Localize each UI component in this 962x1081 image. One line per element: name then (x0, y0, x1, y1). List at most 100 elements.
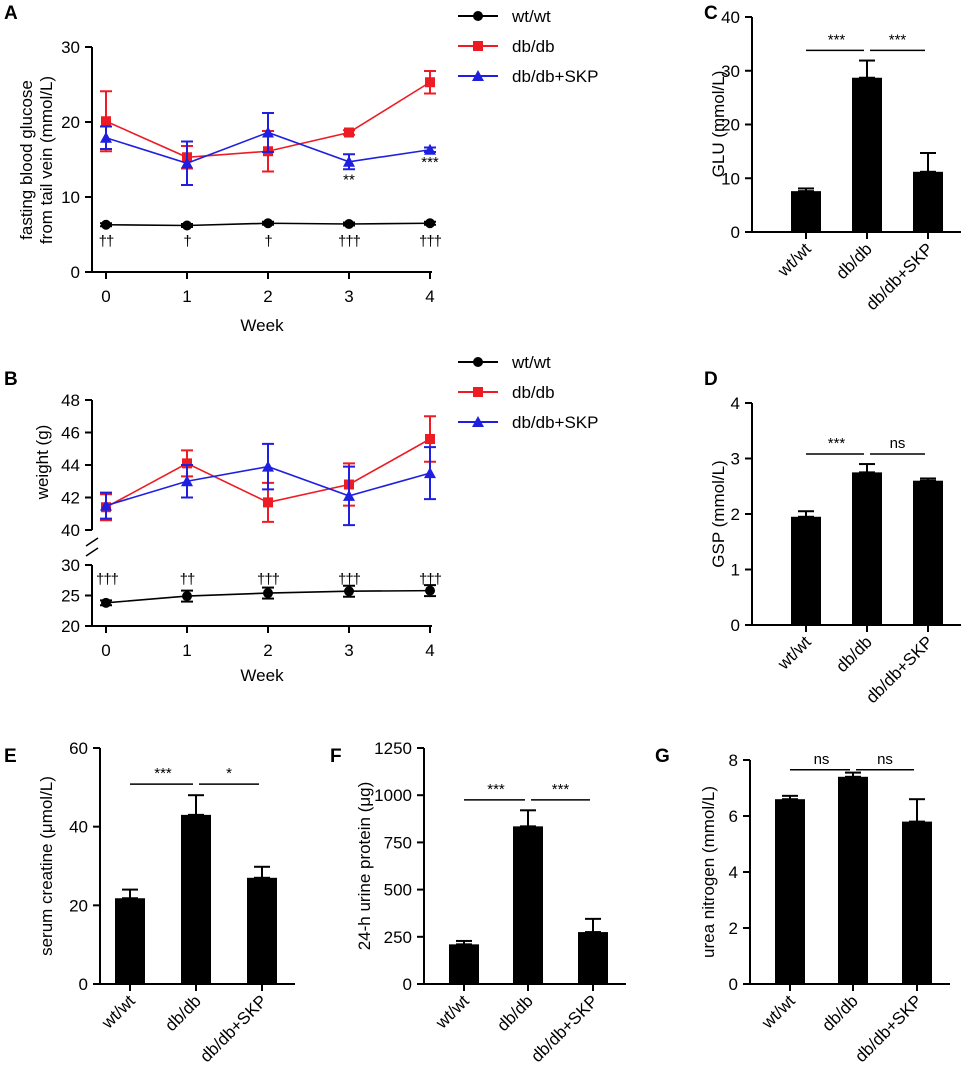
legend-label: wt/wt (511, 353, 551, 372)
data-point (182, 220, 192, 231)
dagger-label: ††† (419, 571, 442, 588)
axis-break-mark (85, 537, 99, 547)
x-axis-title: Week (240, 316, 284, 335)
x-tick-label: wt/wt (431, 991, 473, 1033)
legend-item: db/db+SKP (458, 67, 599, 86)
data-point (263, 588, 273, 599)
data-point (262, 126, 274, 138)
data-point (425, 434, 435, 444)
x-tick-label: 2 (263, 287, 272, 306)
bar-wt-wt (791, 516, 821, 625)
data-point (100, 131, 112, 143)
comparison-label: *** (828, 31, 846, 48)
y-tick-label: 20 (721, 116, 740, 135)
legend-marker-triangle (472, 416, 484, 427)
y-tick-label: 0 (729, 975, 738, 994)
chart-a-legend: wt/wt db/db db/db+SKP (458, 7, 599, 86)
y-tick-label: 3 (731, 450, 740, 469)
y-tick-label: 4 (731, 394, 740, 413)
x-tick-label: 1 (182, 287, 191, 306)
data-point (262, 460, 274, 472)
dagger-label: †† (180, 571, 195, 588)
data-point (344, 127, 354, 138)
y-tick-label: 25 (61, 587, 80, 606)
data-point (101, 219, 111, 230)
legend-label: db/db+SKP (512, 413, 599, 432)
x-tick-label: 1 (182, 641, 191, 660)
y-axis-title: GSP (mmol/L) (709, 460, 728, 567)
y-tick-label: 30 (61, 38, 80, 57)
y-tick-label: 250 (384, 928, 412, 947)
error-bar (909, 798, 925, 823)
error-bar (798, 187, 814, 193)
y-tick-label: 1 (731, 561, 740, 580)
comparison-label: *** (889, 31, 907, 48)
bar-wt-wt (449, 944, 479, 984)
legend-label: db/db (512, 37, 555, 56)
panel-letter-g: G (655, 746, 670, 767)
legend-item: db/db (458, 383, 555, 402)
x-tick-label: 0 (101, 287, 110, 306)
y-tick-label: 30 (721, 62, 740, 81)
y-tick-label: 20 (69, 896, 88, 915)
panel-letter-c: C (704, 3, 718, 24)
error-bar (520, 809, 536, 828)
data-point (425, 218, 435, 229)
data-point (343, 155, 355, 167)
bar-db-db (852, 77, 882, 232)
legend-label: db/db (512, 383, 555, 402)
y-tick-label: 46 (61, 424, 80, 443)
x-tick-label: 3 (344, 641, 353, 660)
y-axis-title: fasting blood glucose from tail vein (mmo… (17, 76, 56, 244)
dagger-label: † (264, 233, 272, 250)
axis-break-mark (85, 547, 99, 557)
x-tick-label: wt/wt (97, 991, 139, 1033)
y-tick-label: 44 (61, 456, 80, 475)
bar-wt-wt (791, 191, 821, 232)
error-bar (782, 794, 798, 801)
data-point (101, 116, 111, 127)
y-tick-label: 0 (731, 616, 740, 635)
data-point (182, 458, 192, 469)
legend-item: wt/wt (458, 353, 551, 372)
dagger-label: ††† (338, 233, 361, 250)
panel-letter-b: B (4, 369, 18, 390)
bar-db-db (181, 814, 211, 984)
y-axis-title: 24-h urine protein (μg) (355, 782, 374, 951)
y-tick-label: 0 (731, 223, 740, 242)
y-tick-label: 30 (61, 556, 80, 575)
data-point (100, 499, 112, 511)
bar-db-db-skp (913, 171, 943, 232)
y-axis-title-line-2: from tail vein (mmol/L) (37, 76, 56, 244)
y-tick-label: 0 (79, 975, 88, 994)
x-tick-label: 4 (425, 641, 434, 660)
error-bar (798, 510, 814, 518)
x-tick-label: db/db+SKP (196, 991, 271, 1066)
data-point (424, 467, 436, 479)
legend-marker-square (473, 41, 483, 51)
x-tick-label: 4 (425, 287, 434, 306)
chart-a: 0 10 20 30 0 1 2 3 4 Week fasting blood glucose fro… (17, 38, 443, 335)
significance-label: *** (421, 154, 439, 171)
chart-b-legend: wt/wt db/db db/db+SKP (458, 353, 599, 432)
data-point (263, 497, 273, 508)
error-bar (920, 151, 936, 173)
error-bar (585, 917, 601, 934)
y-tick-label: 1000 (374, 786, 412, 805)
error-bar (254, 865, 270, 879)
x-tick-label: db/db (832, 632, 876, 676)
y-tick-label: 6 (729, 807, 738, 826)
series-circle (100, 584, 436, 608)
legend-marker-circle (473, 11, 483, 21)
y-axis-title: weight (g) (33, 425, 52, 501)
y-tick-label: 4 (729, 863, 738, 882)
bar-db-db-skp (247, 877, 277, 984)
y-tick-label: 48 (61, 391, 80, 410)
data-point (182, 591, 192, 602)
